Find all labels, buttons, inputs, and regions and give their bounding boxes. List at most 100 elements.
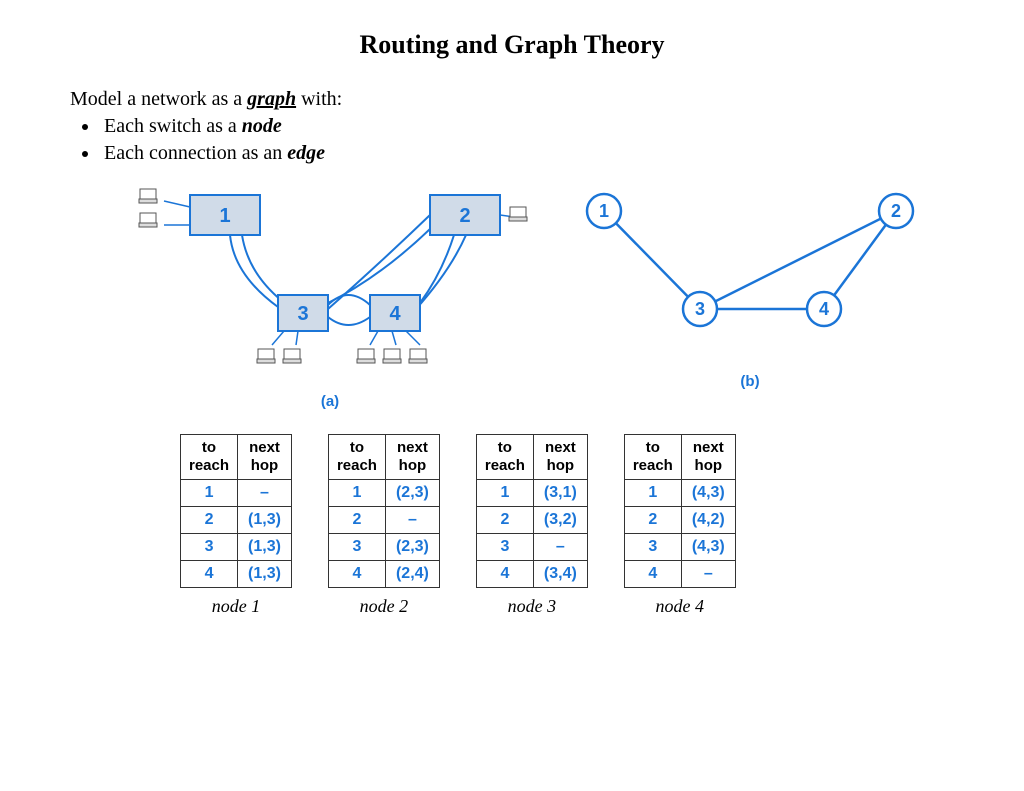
cell-next-hop: (1,3) [238,507,292,534]
bullet-prefix: Each connection as an [104,142,287,164]
intro-suffix: with: [296,88,342,110]
graph-diagram-b: 1234 [570,185,930,365]
cell-to: 4 [476,561,533,588]
routing-table: toreachnexthop1(3,1)2(3,2)3–4(3,4) node 3 [476,434,588,617]
bullet-keyword: node [242,115,282,137]
table-row: 1– [181,480,292,507]
switch-label: 4 [389,303,401,325]
table-row: 1(2,3) [328,480,439,507]
cell-next-hop: (4,2) [681,507,735,534]
intro-graph-word: graph [247,88,296,110]
graph-edge [700,211,896,309]
cell-to: 3 [624,534,681,561]
network-link [328,317,370,325]
computer-link [370,331,378,345]
diagram-a-box: 1234 (a) [130,185,530,410]
col-header-next-hop: nexthop [533,435,587,480]
cell-next-hop: (4,3) [681,534,735,561]
cell-to: 2 [624,507,681,534]
network-link [328,229,430,303]
table-row: 4(1,3) [181,561,292,588]
col-header-next-hop: nexthop [238,435,292,480]
computer-link [164,201,190,207]
computer-icon [383,349,401,363]
col-header-to-reach: toreach [476,435,533,480]
computer-icon [509,207,527,221]
computer-link [406,331,420,345]
computer-icon [409,349,427,363]
network-link [420,235,454,303]
cell-to: 3 [476,534,533,561]
table-row: 2(1,3) [181,507,292,534]
table-row: 3(4,3) [624,534,735,561]
routing-table: toreachnexthop1(2,3)2–3(2,3)4(2,4)node 2 [328,434,440,617]
graph-node-label: 1 [599,201,609,221]
routing-table: toreachnexthop1–2(1,3)3(1,3)4(1,3) node 1 [180,434,292,617]
intro-line: Model a network as a graph with: [70,88,964,111]
cell-next-hop: (2,3) [385,534,439,561]
table-row: 4(3,4) [476,561,587,588]
routing-table-label: node 1 [212,596,261,617]
routing-tables-row: toreachnexthop1–2(1,3)3(1,3)4(1,3)node 1… [180,434,964,617]
routing-table-grid: toreachnexthop1–2(1,3)3(1,3)4(1,3) [180,434,292,588]
table-row: 3(1,3) [181,534,292,561]
table-row: 2– [328,507,439,534]
network-link [230,235,278,307]
cell-to: 1 [328,480,385,507]
cell-next-hop: (4,3) [681,480,735,507]
cell-to: 1 [181,480,238,507]
table-row: 3(2,3) [328,534,439,561]
cell-to: 4 [181,561,238,588]
computer-icon [357,349,375,363]
cell-next-hop: (2,4) [385,561,439,588]
cell-next-hop: – [533,534,587,561]
cell-next-hop: (2,3) [385,480,439,507]
computer-icon [139,213,157,227]
routing-table-grid: toreachnexthop1(4,3)2(4,2)3(4,3)4– [624,434,736,588]
diagram-b-caption: (b) [740,373,759,390]
switch-label: 1 [219,205,230,227]
cell-next-hop: – [681,561,735,588]
cell-next-hop: (3,4) [533,561,587,588]
computer-link [272,331,284,345]
bullet-prefix: Each switch as a [104,115,242,137]
graph-node-label: 4 [819,299,829,319]
routing-table-grid: toreachnexthop1(2,3)2–3(2,3)4(2,4) [328,434,440,588]
table-row: 4(2,4) [328,561,439,588]
routing-table-label: node 3 [508,596,557,617]
col-header-next-hop: nexthop [385,435,439,480]
col-header-to-reach: toreach [328,435,385,480]
switch-label: 3 [297,303,308,325]
graph-node-label: 3 [695,299,705,319]
cell-next-hop: (1,3) [238,534,292,561]
cell-next-hop: (1,3) [238,561,292,588]
cell-to: 2 [328,507,385,534]
intro-prefix: Model a network as a [70,88,247,110]
cell-to: 2 [181,507,238,534]
col-header-next-hop: nexthop [681,435,735,480]
table-row: 4– [624,561,735,588]
table-row: 2(3,2) [476,507,587,534]
switch-label: 2 [459,205,470,227]
computer-icon [257,349,275,363]
cell-to: 1 [624,480,681,507]
network-link [242,235,282,301]
routing-table-grid: toreachnexthop1(3,1)2(3,2)3–4(3,4) [476,434,588,588]
computer-link [392,331,396,345]
bullet-keyword: edge [287,142,325,164]
page-title: Routing and Graph Theory [60,30,964,60]
table-row: 1(3,1) [476,480,587,507]
computer-icon [283,349,301,363]
cell-to: 3 [328,534,385,561]
routing-table: toreachnexthop1(4,3)2(4,2)3(4,3)4–node 4 [624,434,736,617]
graph-edge [604,211,700,309]
col-header-to-reach: toreach [624,435,681,480]
cell-to: 4 [328,561,385,588]
col-header-to-reach: toreach [181,435,238,480]
cell-next-hop: (3,2) [533,507,587,534]
computer-icon [139,189,157,203]
bullet-item: Each switch as a node [100,115,964,138]
cell-next-hop: – [385,507,439,534]
table-row: 2(4,2) [624,507,735,534]
table-row: 1(4,3) [624,480,735,507]
